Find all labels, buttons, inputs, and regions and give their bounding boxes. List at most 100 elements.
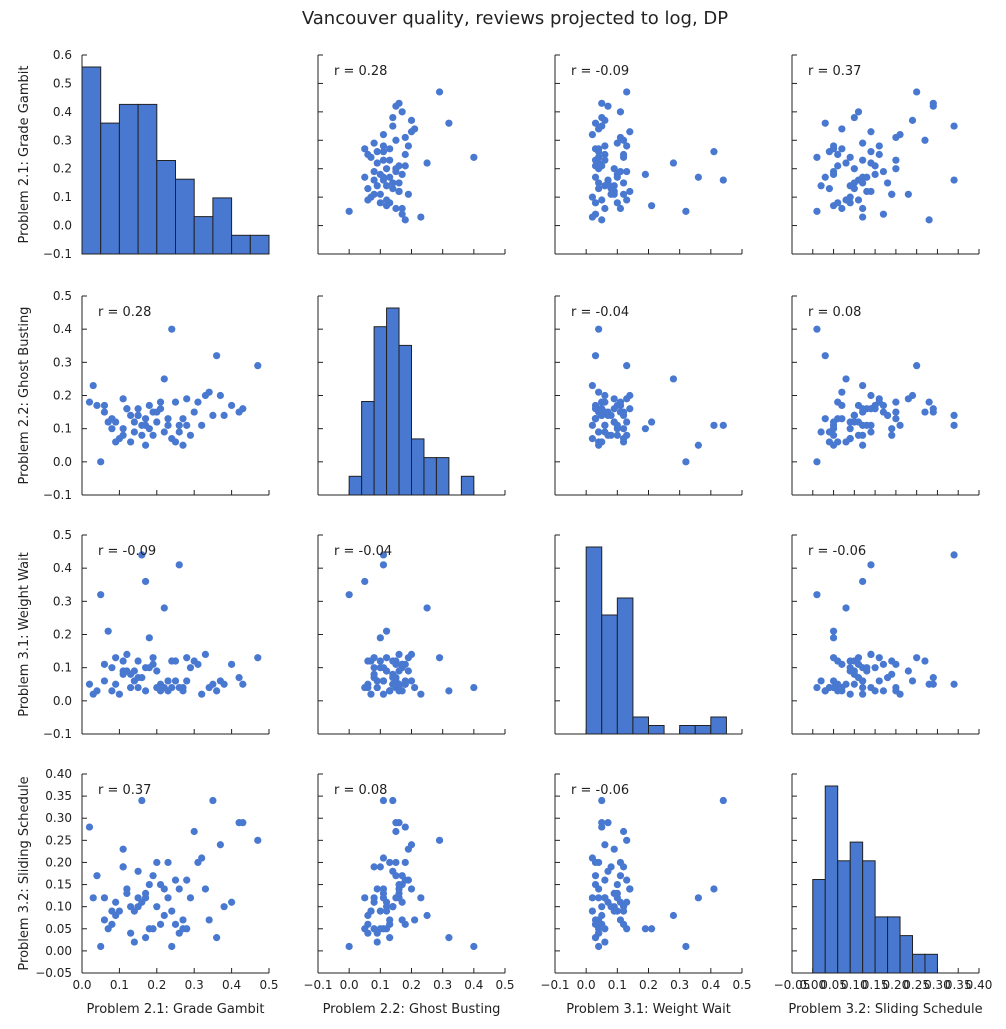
scatter-point bbox=[888, 431, 896, 439]
scatter-point bbox=[112, 654, 120, 662]
y-tick-label: 0.5 bbox=[53, 528, 72, 542]
scatter-point bbox=[209, 411, 217, 419]
scatter-point bbox=[610, 395, 618, 403]
scatter-point bbox=[411, 683, 419, 692]
scatter-point bbox=[153, 667, 161, 675]
scatter-point bbox=[379, 142, 388, 150]
y-tick-label: 0.4 bbox=[53, 322, 72, 336]
scatter-point bbox=[929, 405, 937, 413]
scatter-point bbox=[370, 664, 378, 672]
scatter-point bbox=[834, 162, 842, 170]
scatter-point bbox=[950, 421, 958, 429]
scatter-point bbox=[846, 425, 854, 433]
y-tick-label: 0.5 bbox=[53, 289, 72, 303]
y-tick-label: 0.35 bbox=[45, 789, 72, 803]
scatter-point bbox=[379, 664, 388, 672]
histogram-bar bbox=[812, 879, 826, 974]
scatter-point bbox=[379, 131, 388, 139]
scatter-point bbox=[138, 431, 146, 439]
scatter-point bbox=[623, 167, 631, 176]
scatter-point bbox=[149, 431, 157, 439]
scatter-point bbox=[875, 150, 883, 159]
scatter-point bbox=[591, 872, 600, 880]
scatter-point bbox=[595, 153, 603, 161]
scatter-point bbox=[389, 179, 397, 187]
histogram-bar bbox=[118, 103, 139, 255]
x-tick-label: 0.20 bbox=[883, 978, 910, 992]
scatter-point bbox=[183, 395, 191, 403]
scatter-point bbox=[813, 683, 821, 692]
y-tick-label: 0.1 bbox=[53, 190, 72, 204]
scatter-point bbox=[613, 880, 621, 889]
scatter-point bbox=[929, 680, 937, 688]
scatter-point bbox=[168, 907, 176, 915]
scatter-point bbox=[598, 819, 606, 827]
x-tick-label: 0.3 bbox=[185, 978, 204, 992]
scatter-point bbox=[395, 187, 403, 196]
y-tick-label: 0.20 bbox=[45, 855, 72, 869]
correlation-label: r = 0.37 bbox=[98, 783, 151, 798]
scatter-point bbox=[228, 660, 236, 668]
correlation-label: r = 0.08 bbox=[808, 305, 861, 320]
scatter-point bbox=[859, 139, 867, 147]
panel-r1-c2: r = -0.04 bbox=[554, 295, 743, 496]
scatter-point bbox=[149, 654, 157, 662]
scatter-point bbox=[648, 418, 656, 426]
scatter-point bbox=[921, 136, 929, 144]
histogram-bar bbox=[361, 401, 375, 496]
panel-r3-c2: −0.1 0.0 0.1 0.2 0.3 0.4 0.5 r = -0.06 Problem 3… bbox=[540, 773, 752, 1017]
scatter-point bbox=[423, 604, 431, 612]
y-tick-label: 0.4 bbox=[53, 105, 72, 119]
y-tick-label: −0.1 bbox=[43, 488, 72, 502]
scatter-point bbox=[127, 903, 135, 911]
scatter-point bbox=[616, 916, 625, 924]
scatter-point bbox=[361, 577, 369, 586]
scatter-point bbox=[175, 421, 183, 429]
scatter-point bbox=[834, 687, 842, 695]
scatter-point bbox=[395, 819, 403, 827]
scatter-point bbox=[859, 677, 867, 685]
scatter-point bbox=[153, 903, 161, 911]
scatter-point bbox=[875, 398, 883, 406]
scatter-point bbox=[145, 925, 153, 933]
scatter-point bbox=[626, 128, 634, 136]
scatter-point bbox=[115, 690, 123, 698]
scatter-point bbox=[382, 654, 391, 662]
scatter-point bbox=[398, 916, 406, 924]
scatter-point bbox=[392, 167, 400, 176]
scatter-point bbox=[850, 113, 858, 122]
scatter-point bbox=[817, 677, 825, 685]
y-axis-label: Problem 2.2: Ghost Busting bbox=[17, 307, 32, 485]
scatter-point bbox=[153, 858, 161, 867]
scatter-point bbox=[164, 421, 172, 429]
scatter-point bbox=[950, 551, 958, 559]
scatter-point bbox=[601, 421, 609, 429]
scatter-point bbox=[601, 841, 609, 849]
scatter-point bbox=[595, 388, 603, 396]
scatter-point bbox=[382, 165, 391, 173]
scatter-point bbox=[623, 88, 631, 96]
histogram-bar bbox=[874, 916, 889, 974]
scatter-point bbox=[859, 405, 867, 413]
scatter-point bbox=[386, 173, 394, 181]
correlation-label: r = 0.28 bbox=[334, 64, 387, 79]
scatter-point bbox=[145, 401, 153, 410]
correlation-label: r = 0.08 bbox=[334, 783, 387, 798]
scatter-point bbox=[601, 925, 609, 933]
x-axis-label: Problem 2.2: Ghost Busting bbox=[323, 1002, 501, 1017]
histogram-bar bbox=[837, 860, 851, 974]
scatter-point bbox=[821, 173, 829, 181]
scatter-point bbox=[119, 657, 127, 665]
scatter-point bbox=[613, 431, 621, 439]
scatter-point bbox=[669, 375, 678, 383]
panel-r0-c3: r = 0.37 bbox=[791, 54, 980, 255]
scatter-point bbox=[470, 683, 478, 692]
panel-r2-c1: r = -0.04 bbox=[317, 534, 506, 735]
scatter-point bbox=[141, 664, 150, 672]
scatter-point bbox=[386, 920, 394, 928]
scatter-point bbox=[417, 213, 425, 221]
scatter-point bbox=[825, 683, 834, 692]
scatter-point bbox=[183, 654, 191, 662]
scatter-point bbox=[879, 210, 888, 218]
scatter-point bbox=[846, 657, 854, 665]
